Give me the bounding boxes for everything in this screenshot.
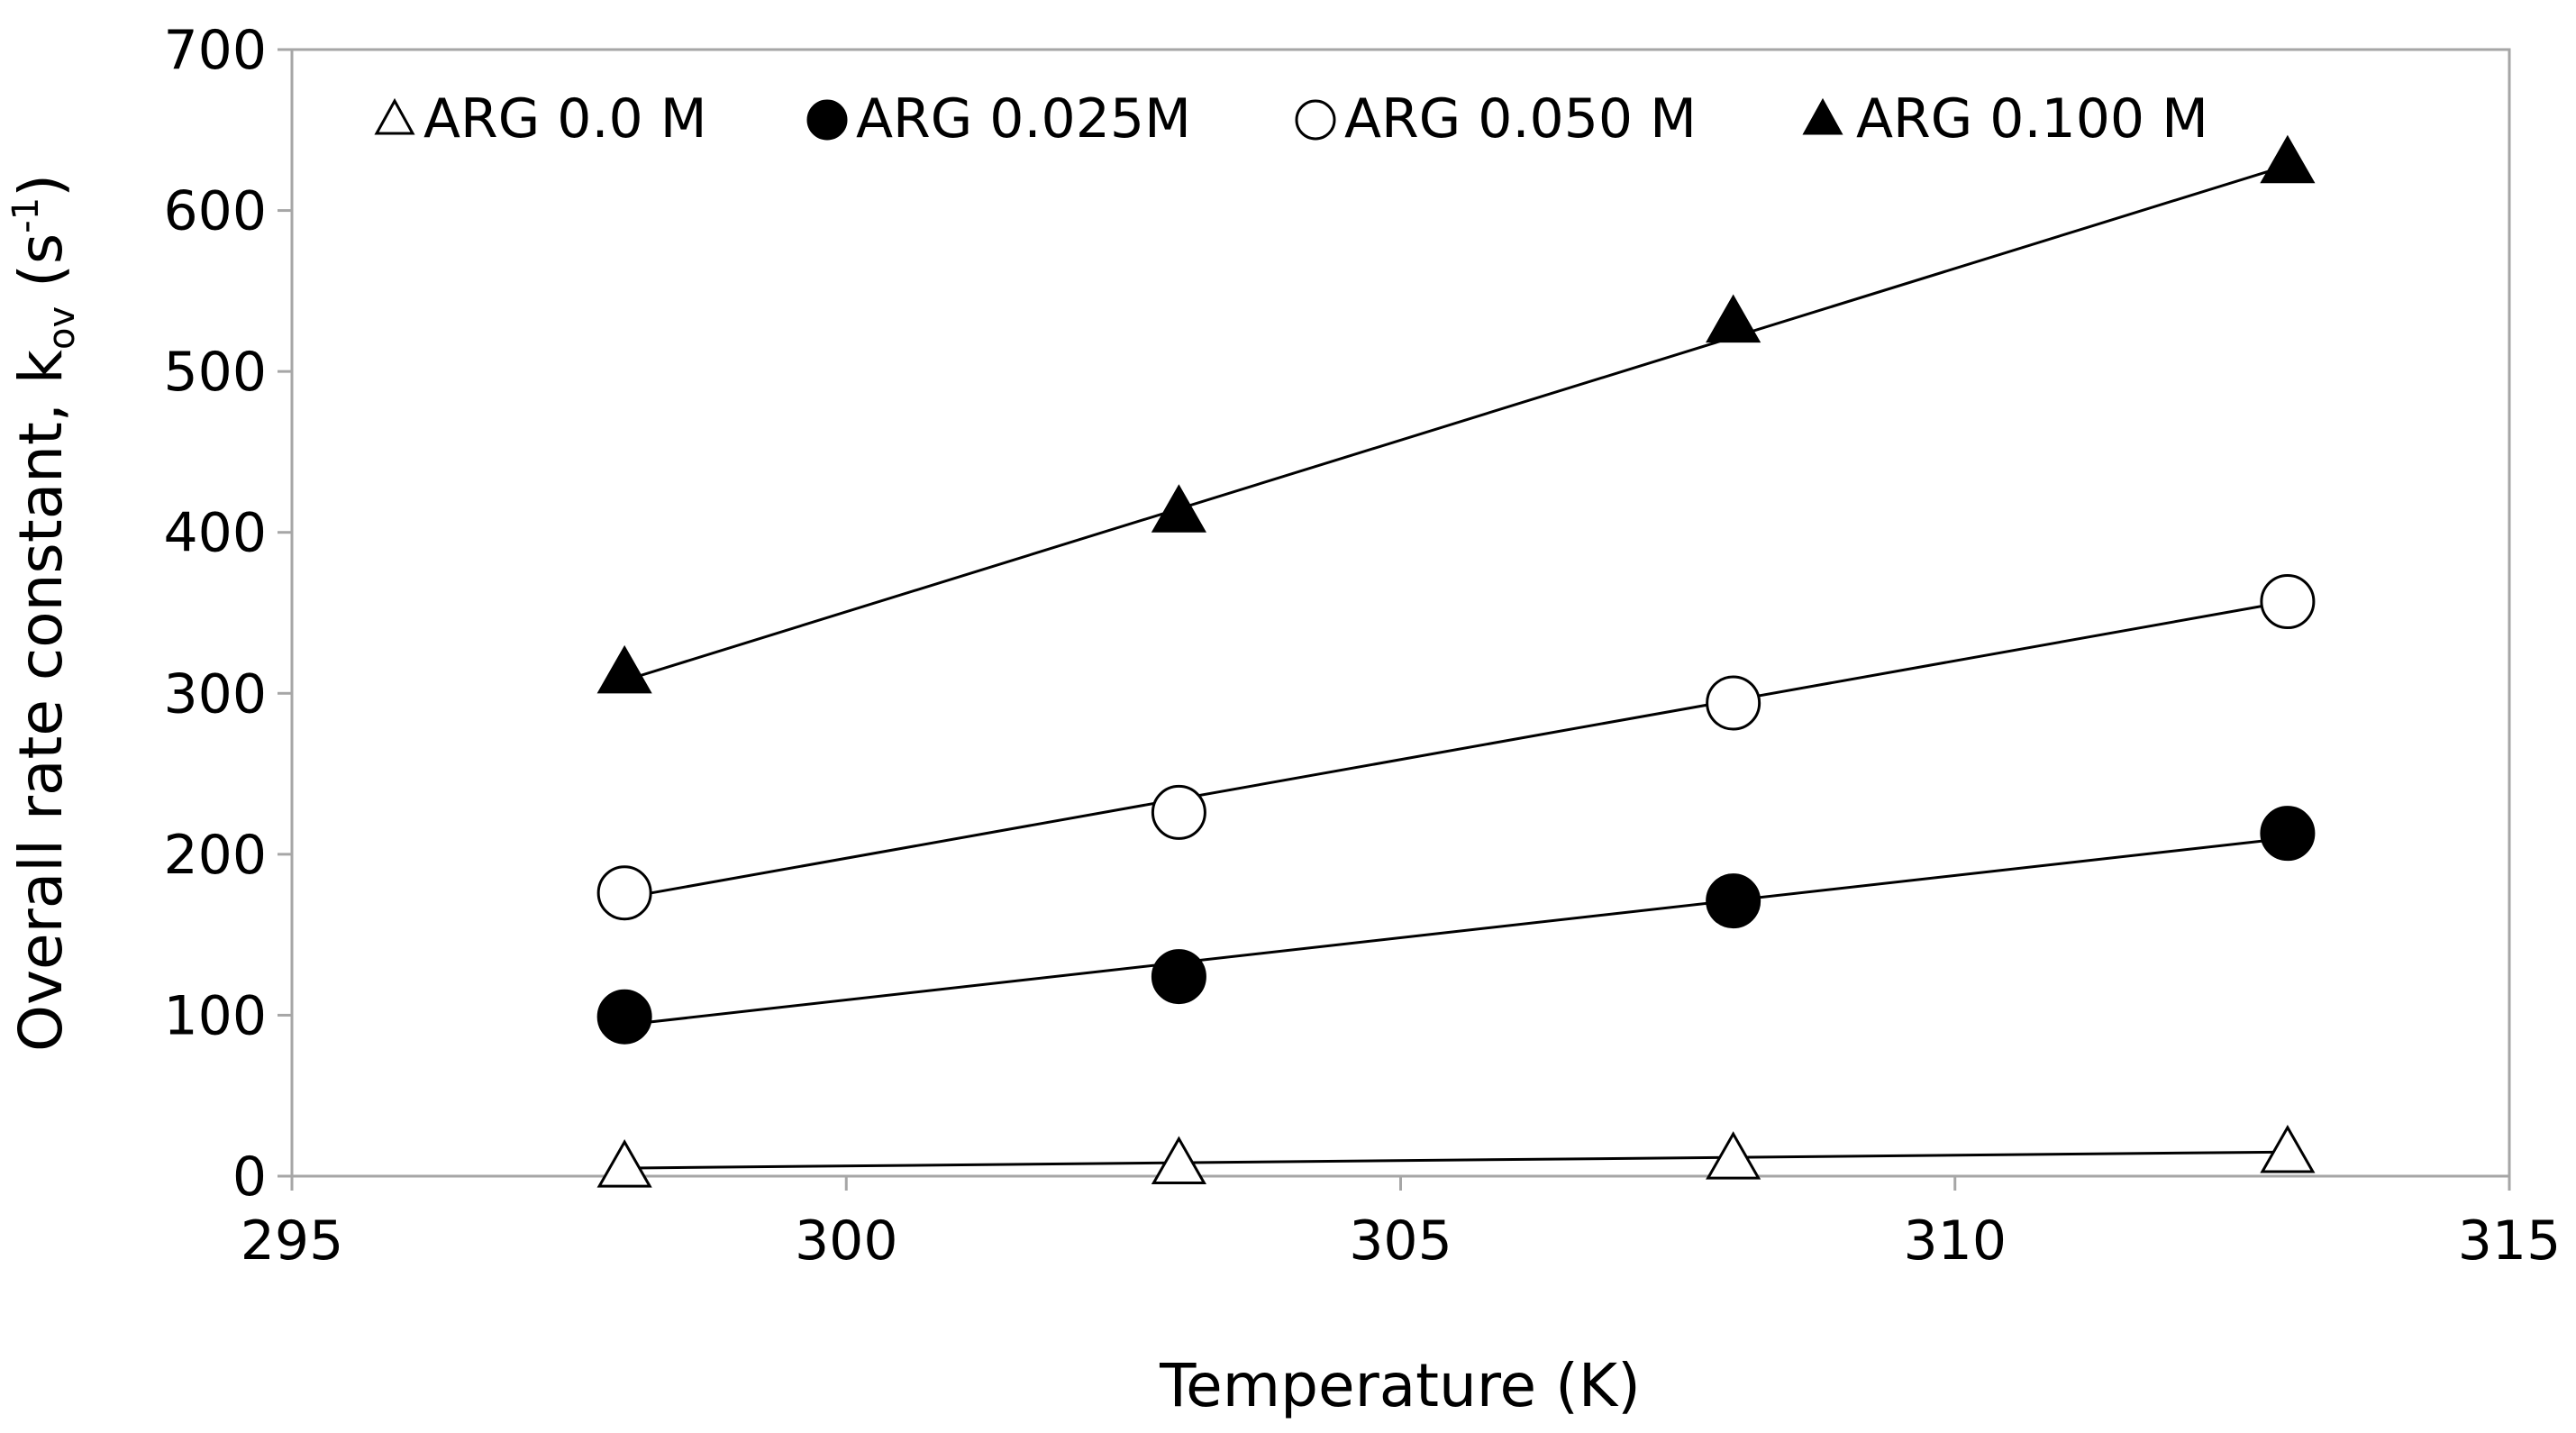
x-tick-label: 300 xyxy=(795,1209,898,1273)
legend-marker-circle-filled xyxy=(806,99,848,141)
y-axis-title: Overall rate constant, kov (s-1) xyxy=(5,174,83,1052)
x-tick-label: 310 xyxy=(1903,1209,2007,1273)
x-tick-label: 295 xyxy=(241,1209,344,1273)
data-point xyxy=(2260,1124,2316,1173)
x-tick-group: 295 300 305 310 315 xyxy=(241,1176,2562,1273)
y-tick-label: 500 xyxy=(163,341,267,404)
legend-label: ARG 0.0 M xyxy=(423,87,707,151)
y-axis-title-subscript: ov xyxy=(41,306,83,350)
data-point-group xyxy=(596,134,2316,1188)
legend-label: ARG 0.025M xyxy=(856,87,1191,151)
y-tick-label: 100 xyxy=(163,984,267,1047)
data-point xyxy=(596,644,652,694)
legend-marker-circle-open xyxy=(1295,99,1336,141)
data-point xyxy=(1706,675,1761,731)
trendline xyxy=(624,600,2289,899)
y-tick-label: 600 xyxy=(163,180,267,243)
y-axis-title-unit-open: (s xyxy=(6,233,76,306)
data-point xyxy=(2260,574,2316,629)
y-axis-title-superscript: -1 xyxy=(5,197,47,233)
legend-label: ARG 0.050 M xyxy=(1344,87,1697,151)
legend-label: ARG 0.100 M xyxy=(1856,87,2208,151)
data-point xyxy=(1151,484,1206,533)
data-point xyxy=(596,989,652,1045)
data-point xyxy=(1151,1136,1206,1184)
legend-marker-triangle-open xyxy=(374,97,415,135)
y-tick-label: 200 xyxy=(163,824,267,887)
data-point xyxy=(2260,134,2316,184)
trendline xyxy=(624,1150,2288,1170)
data-point xyxy=(596,1139,652,1188)
trendline xyxy=(624,164,2289,682)
y-tick-label: 300 xyxy=(163,662,267,726)
data-point xyxy=(2260,806,2316,862)
x-tick-label: 305 xyxy=(1349,1209,1452,1273)
data-point xyxy=(596,865,652,921)
data-point xyxy=(1706,1131,1761,1180)
data-point xyxy=(1151,949,1206,1005)
y-tick-label: 400 xyxy=(163,502,267,565)
x-axis-title: Temperature (K) xyxy=(1159,1351,1641,1420)
y-axis-title-unit-close: ) xyxy=(6,174,76,197)
legend: ARG 0.0 M ARG 0.025M ARG 0.050 M ARG 0.1… xyxy=(374,87,2208,151)
legend-marker-triangle-filled xyxy=(1802,97,1843,135)
y-tick-label: 0 xyxy=(232,1145,267,1209)
trendline xyxy=(624,836,2289,1027)
trendline-group xyxy=(624,164,2289,1170)
y-axis-title-prefix: Overall rate constant, k xyxy=(6,349,76,1052)
data-point xyxy=(1706,873,1761,929)
y-tick-group: 0 100 200 300 400 500 600 700 xyxy=(163,19,292,1209)
data-point xyxy=(1151,784,1206,840)
y-tick-label: 700 xyxy=(163,19,267,82)
x-tick-label: 315 xyxy=(2458,1209,2562,1273)
data-point xyxy=(1706,294,1761,343)
